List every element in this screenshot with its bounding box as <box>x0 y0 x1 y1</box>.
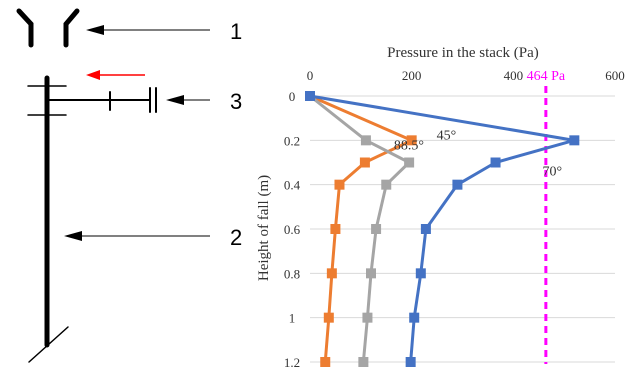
pressure-chart: Pressure in the stack (Pa) Height of fal… <box>256 45 625 369</box>
chart-title: Pressure in the stack (Pa) <box>387 45 539 61</box>
x-tick-label: 0 <box>307 68 314 83</box>
series-point <box>406 135 417 146</box>
series-point <box>326 268 337 279</box>
y-tick-label: 0.2 <box>284 133 300 148</box>
stack-schematic <box>16 8 157 363</box>
series-point <box>334 179 345 190</box>
callout-head-3 <box>166 95 184 105</box>
callout-label-1: 1 <box>230 19 242 44</box>
series-point <box>323 312 334 323</box>
series-labels: 45° 88.5° 70° <box>394 128 562 179</box>
stack-cap-right <box>63 8 80 48</box>
series-point <box>420 224 431 234</box>
y-axis-label: Height of fall (m) <box>256 175 272 281</box>
series-point <box>330 224 341 234</box>
series-point <box>366 268 376 279</box>
callout-arrows <box>64 25 210 241</box>
x-tick-label: 600 <box>605 68 625 83</box>
series-label-0: 45° <box>437 128 457 143</box>
reference-line-unit: Pa <box>548 69 566 84</box>
callout-label-2: 2 <box>230 225 242 250</box>
y-tick-label: 1.2 <box>284 355 300 369</box>
reference-line-value: 464 <box>527 69 548 84</box>
series-point <box>409 312 420 323</box>
series-line-1 <box>309 94 411 363</box>
series-point <box>358 357 369 367</box>
flow-arrow-head <box>86 70 100 80</box>
x-tick-labels: 0 200 400 600 <box>307 68 625 83</box>
series-line-2 <box>309 94 576 363</box>
y-tick-label: 0.4 <box>284 178 301 193</box>
reference-line-group: 464 Pa <box>527 69 566 364</box>
series-label-1: 88.5° <box>394 138 424 153</box>
y-tick-label: 0.6 <box>284 222 301 237</box>
series-point <box>371 224 382 234</box>
y-tick-label: 0 <box>289 89 296 104</box>
series-point <box>569 135 580 146</box>
series-point <box>405 357 416 367</box>
series-group <box>305 91 580 367</box>
x-tick-label: 400 <box>504 68 524 83</box>
series-line-0 <box>309 94 414 363</box>
series-point <box>381 179 392 190</box>
callout-head-2 <box>64 231 82 241</box>
series-point <box>360 135 371 146</box>
grid <box>310 95 615 363</box>
x-tick-label: 200 <box>402 68 422 83</box>
series-label-2: 70° <box>543 164 563 179</box>
callout-label-3: 3 <box>230 89 242 114</box>
callout-head-1 <box>86 25 104 35</box>
reference-line-label: 464 Pa <box>527 69 566 84</box>
y-tick-label: 1 <box>289 311 296 326</box>
y-tick-labels: 0 0.2 0.4 0.6 0.8 1 1.2 <box>284 89 301 369</box>
series-point <box>415 268 426 279</box>
series-point <box>359 157 370 168</box>
series-point <box>362 312 373 323</box>
flow-arrow <box>86 70 145 80</box>
series-point <box>305 91 315 101</box>
y-tick-label: 0.8 <box>284 266 300 281</box>
series-point <box>320 357 331 367</box>
stack-cap-left <box>16 8 34 48</box>
series-point <box>490 157 501 168</box>
series-point <box>452 179 463 190</box>
series-point <box>404 157 415 168</box>
stack-base <box>28 326 69 363</box>
